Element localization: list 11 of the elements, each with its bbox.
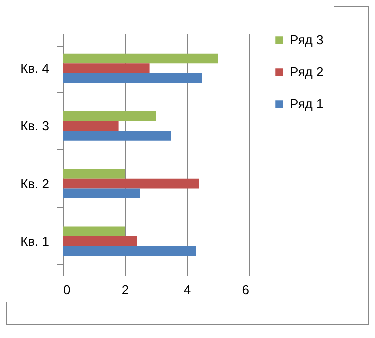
- x-tick-label: 2: [122, 282, 130, 298]
- y-tick-label: Кв. 4: [20, 61, 50, 76]
- legend-label: Ряд 3: [290, 32, 324, 48]
- legend-label: Ряд 2: [290, 64, 324, 80]
- x-tick-label: 0: [64, 282, 71, 298]
- y-tick-label: Кв. 2: [20, 176, 50, 192]
- x-tick-label: 4: [184, 282, 192, 298]
- y-tick-label: Кв. 3: [20, 118, 50, 134]
- y-tick-label: Кв. 1: [20, 234, 50, 249]
- legend-label: Ряд 1: [290, 96, 324, 112]
- x-tick-label: 6: [242, 282, 250, 298]
